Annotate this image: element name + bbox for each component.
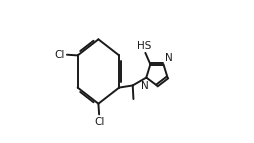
- Text: N: N: [165, 53, 172, 63]
- Text: Cl: Cl: [54, 50, 65, 60]
- Text: N: N: [141, 81, 149, 91]
- Text: HS: HS: [137, 41, 152, 51]
- Text: Cl: Cl: [94, 117, 104, 127]
